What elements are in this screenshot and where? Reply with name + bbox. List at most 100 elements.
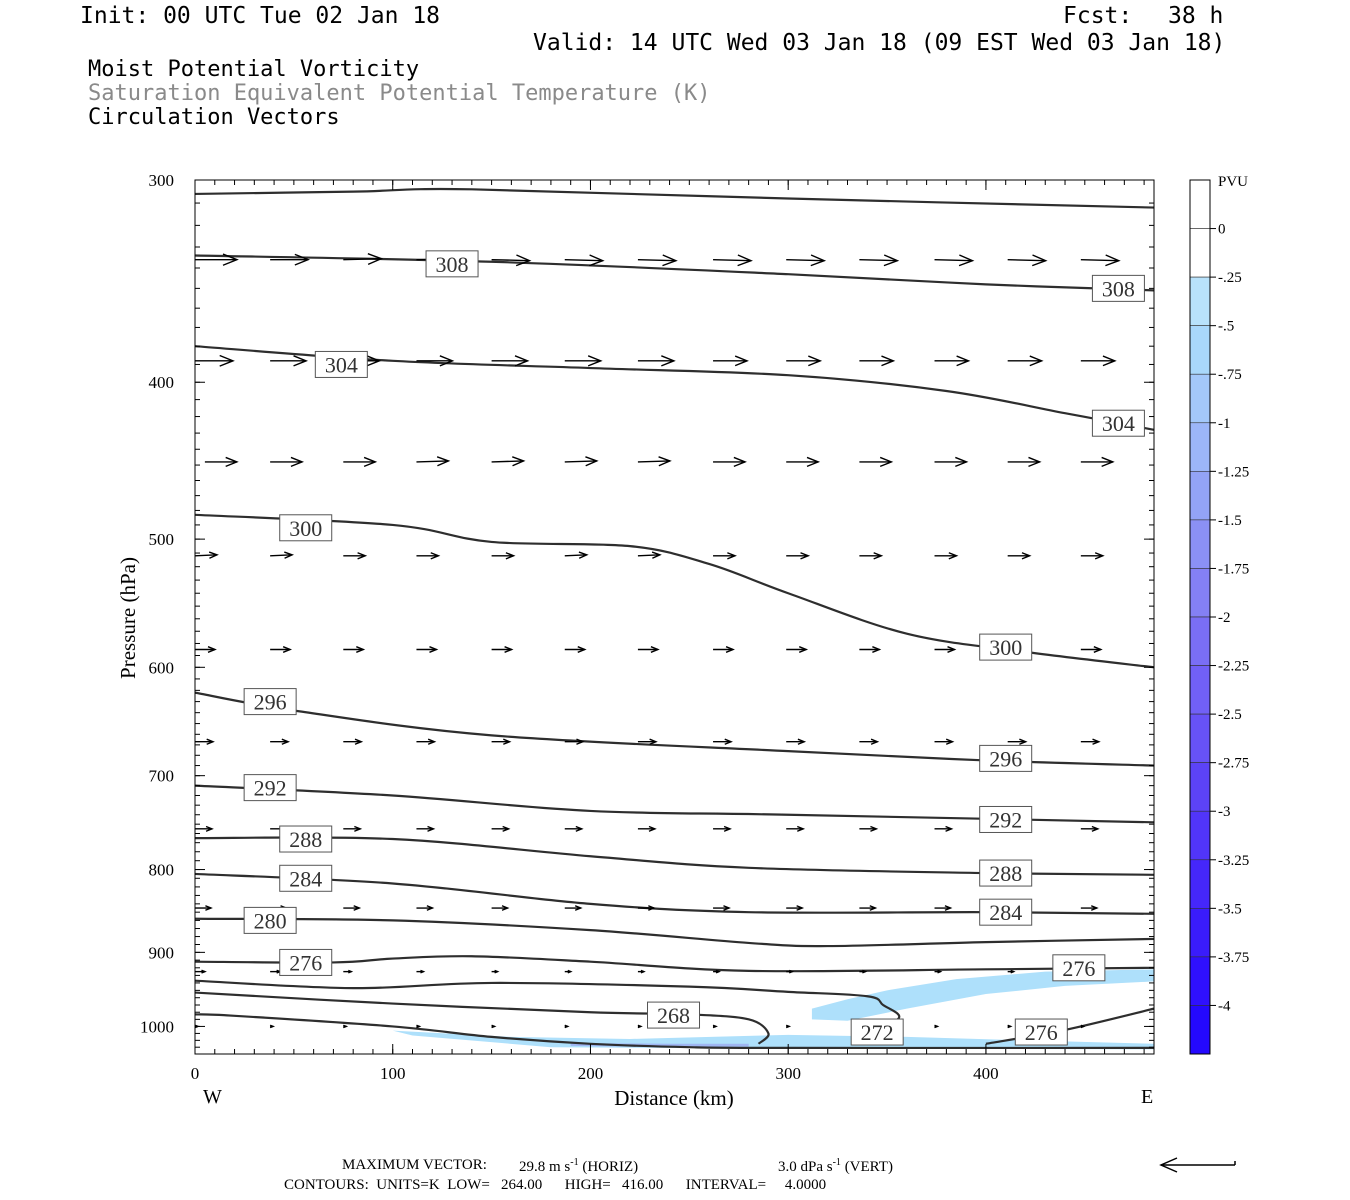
circulation-vector [416, 355, 455, 367]
circulation-vector [343, 646, 366, 653]
vector-head [649, 738, 658, 745]
y-tick-label: 300 [149, 171, 175, 190]
circulation-vector [343, 552, 368, 560]
circulation-vector [713, 738, 733, 745]
colorbar-swatch [1189, 373, 1211, 424]
vector-head [1101, 456, 1115, 468]
y-tick-label: 700 [149, 767, 175, 786]
contour-label: 288 [279, 825, 333, 853]
circulation-vector [786, 456, 821, 468]
colorbar-swatch [1189, 810, 1211, 861]
circulation-vector [416, 905, 435, 911]
colorbar-swatch [1189, 471, 1211, 521]
vector-head [937, 969, 943, 974]
vector-head [219, 354, 235, 367]
colorbar-label: -1 [1218, 416, 1231, 432]
vector-head [503, 738, 512, 745]
vector-head [439, 355, 455, 367]
contour-label-text: 276 [1025, 1020, 1058, 1045]
vector-head [798, 646, 809, 653]
circulation-vector [786, 825, 806, 832]
vector-head [574, 905, 583, 911]
circulation-vector [637, 825, 657, 832]
circulation-vector [343, 456, 378, 468]
vector-head [785, 1024, 792, 1029]
colorbar-label: -1.75 [1218, 561, 1249, 577]
colorbar-label: -.75 [1218, 367, 1242, 383]
circulation-vector [195, 969, 207, 974]
vector-head [870, 738, 880, 745]
contour-label-text: 288 [289, 827, 322, 852]
vector-head [206, 738, 215, 745]
circulation-vector [491, 825, 511, 832]
contour-label-box [243, 906, 297, 934]
colorbar-label: -3.75 [1218, 950, 1249, 966]
vector-head [436, 456, 451, 467]
circulation-vector [195, 253, 239, 266]
circulation-vector [934, 355, 971, 367]
circulation-vector [1007, 355, 1044, 367]
vector-head [808, 355, 823, 367]
vector-head [515, 254, 532, 267]
vector-head [637, 1024, 643, 1029]
vector-head [505, 552, 516, 560]
colorbar-swatch [1189, 616, 1211, 666]
vector-head [567, 969, 573, 974]
vector-head [494, 969, 500, 974]
circulation-vector [786, 355, 823, 367]
circulation-vector [1080, 254, 1121, 267]
vector-head [1028, 456, 1042, 468]
y-tick-label: 500 [149, 530, 175, 549]
axis-ticks: 0 100 200 300 400 300 400 500 600 700 800 900 1000 [140, 171, 1154, 1083]
vector-shaft [713, 258, 752, 262]
vector-head [354, 825, 363, 832]
vert-tag: (VERT) [844, 1159, 893, 1175]
circulation-vector [564, 1024, 570, 1029]
vector-head [733, 456, 747, 468]
y-tick-label: 600 [149, 658, 175, 677]
vector-head [294, 253, 311, 266]
contour-label-box [1091, 274, 1145, 302]
contour-label-box [279, 825, 333, 853]
circulation-vector [195, 825, 214, 832]
circulation-vector [1080, 825, 1100, 832]
vector-head [1091, 825, 1100, 832]
vector-head [883, 254, 900, 267]
contour-label: 284 [979, 898, 1033, 926]
circulation-vector [416, 552, 441, 560]
vector-head [1090, 905, 1099, 911]
x-tick-label: 300 [775, 1064, 801, 1083]
circulation-vectors [195, 253, 1121, 1029]
contour-292 [195, 784, 1154, 824]
contour-label-text: 296 [989, 746, 1022, 771]
contour-label: 300 [979, 633, 1033, 661]
colorbar-swatch [1189, 665, 1211, 715]
circulation-vector [195, 738, 215, 745]
contours-info: CONTOURS: UNITS=K LOW= 264.00 HIGH= 416.… [284, 1177, 827, 1193]
vector-head [658, 456, 672, 467]
colorbar-label: -1.5 [1218, 513, 1242, 529]
contour-label: 308 [1091, 274, 1145, 302]
colorbar-swatch [1189, 422, 1211, 472]
circulation-vector [343, 969, 354, 974]
vector-head [788, 969, 795, 974]
contour-label-text: 308 [1102, 276, 1135, 301]
title-line-1: Moist Potential Vorticity [88, 57, 420, 82]
colorbar-label: 0 [1218, 222, 1226, 238]
vector-head [662, 254, 678, 267]
contour-label-box [243, 688, 297, 716]
circulation-vector [859, 254, 900, 267]
vector-head [416, 1024, 422, 1029]
contour-label: 304 [314, 350, 368, 378]
circulation-vector [637, 738, 658, 745]
y-tick-label: 1000 [140, 1017, 174, 1036]
vector-shaft [934, 258, 973, 262]
max-vector-horiz: 29.8 m s-1 (HORIZ) [519, 1157, 638, 1176]
contour-270 [195, 991, 770, 1045]
contour-label-box [279, 948, 333, 976]
colorbar-label: -2.5 [1218, 707, 1242, 723]
colorbar-label: -3 [1218, 804, 1231, 820]
circulation-vector [195, 905, 213, 911]
vector-head [430, 552, 441, 560]
circulation-vector [713, 552, 737, 560]
